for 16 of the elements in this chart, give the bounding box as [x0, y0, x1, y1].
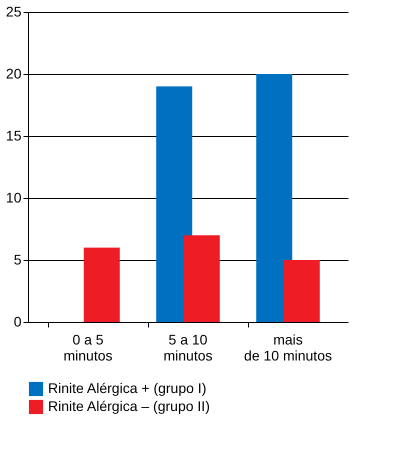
bar	[284, 260, 320, 322]
x-tick-label: 0 a 5 minutos	[63, 332, 113, 364]
legend-label: Rinite Alérgica + (grupo I)	[48, 380, 206, 396]
y-tick-label: 15	[6, 128, 22, 144]
y-tick-label: 5	[14, 252, 22, 268]
x-tick-label: mais de 10 minutos	[244, 332, 332, 364]
y-tick-label: 10	[6, 190, 22, 206]
legend-label: Rinite Alérgica – (grupo II)	[48, 398, 210, 414]
x-tick-label: 5 a 10 minutos	[163, 332, 213, 364]
bar	[184, 235, 220, 322]
bar	[84, 248, 120, 322]
y-tick-label: 20	[6, 66, 22, 82]
bar	[256, 74, 292, 322]
y-tick-label: 25	[6, 4, 22, 20]
y-tick-label: 0	[14, 314, 22, 330]
bar	[156, 86, 192, 322]
